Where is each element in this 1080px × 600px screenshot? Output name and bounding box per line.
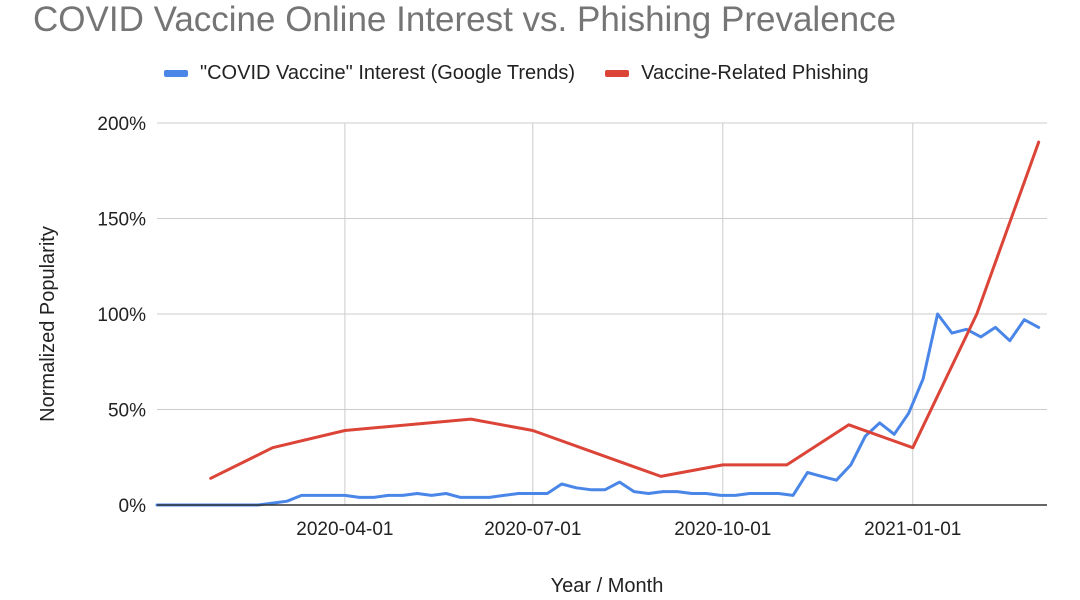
series-line-interest: [155, 312, 1041, 507]
x-axis-title: Year / Month: [551, 575, 664, 597]
x-tick-label: 2020-04-01: [296, 519, 393, 540]
legend-item-interest[interactable]: "COVID Vaccine" Interest (Google Trends): [164, 62, 575, 85]
legend-item-phishing[interactable]: Vaccine-Related Phishing: [605, 62, 869, 85]
legend: "COVID Vaccine" Interest (Google Trends)…: [164, 62, 899, 85]
x-tick-label: 2020-07-01: [484, 519, 581, 540]
legend-label-phishing: Vaccine-Related Phishing: [641, 62, 869, 84]
y-tick-label: 0%: [119, 496, 147, 517]
x-tick-label: 2020-10-01: [674, 519, 771, 540]
legend-label-interest: "COVID Vaccine" Interest (Google Trends): [200, 62, 576, 84]
y-tick-label: 50%: [108, 401, 146, 422]
legend-swatch-interest: [164, 70, 188, 77]
series-layer: [155, 140, 1041, 507]
y-tick-label: 200%: [97, 114, 146, 135]
y-tick-label: 150%: [97, 210, 146, 231]
y-tick-label: 100%: [97, 305, 146, 326]
axes: 0% 50% 100% 150% 200% 2020-04-01 2020-07-01 202…: [37, 114, 1047, 597]
x-tick-label: 2021-01-01: [864, 519, 961, 540]
series-line-phishing: [209, 140, 1041, 480]
legend-swatch-phishing: [605, 70, 630, 77]
grid: [157, 122, 1047, 505]
y-axis-title: Normalized Popularity: [37, 226, 59, 422]
chart-title: COVID Vaccine Online Interest vs. Phishi…: [33, 0, 897, 39]
